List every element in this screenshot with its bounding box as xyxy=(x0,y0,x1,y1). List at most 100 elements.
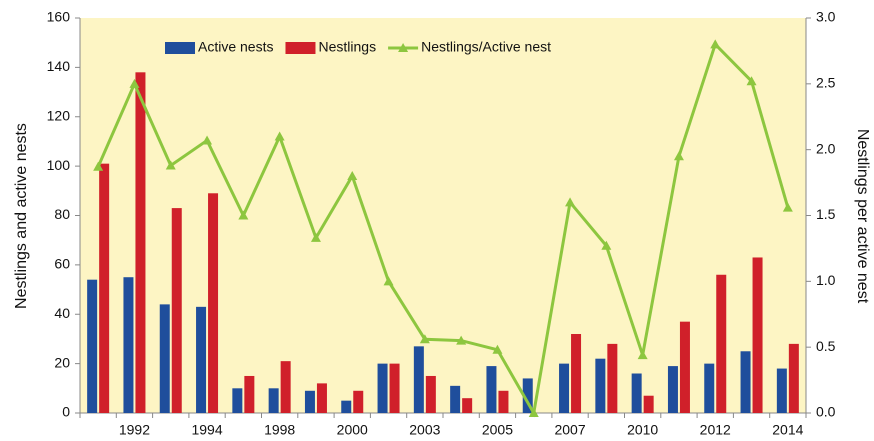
bar xyxy=(752,257,763,413)
x-tick-label: 1998 xyxy=(264,422,295,438)
line-marker xyxy=(528,408,539,417)
line-marker xyxy=(274,131,285,141)
y-tick-label: 160 xyxy=(47,9,71,25)
bar xyxy=(316,383,327,413)
bar xyxy=(159,304,170,413)
x-tick-label: 2012 xyxy=(700,422,731,438)
bar xyxy=(87,279,98,413)
legend-item: Active nests xyxy=(165,39,273,55)
bar xyxy=(498,390,509,413)
bar xyxy=(389,363,400,413)
bar xyxy=(716,274,727,413)
line-marker xyxy=(202,135,213,145)
y-tick-label: 0 xyxy=(62,404,70,420)
line-marker xyxy=(456,335,467,345)
bar xyxy=(268,388,279,413)
line-marker xyxy=(129,78,140,88)
bar xyxy=(522,378,533,413)
bar xyxy=(353,390,364,413)
y2-tick-label: 1.5 xyxy=(816,206,836,222)
bar xyxy=(123,277,134,413)
bar xyxy=(450,385,461,413)
bar xyxy=(631,373,642,413)
bar xyxy=(99,163,110,413)
bar xyxy=(280,361,291,413)
line-marker xyxy=(383,276,394,286)
x-tick-label: 2000 xyxy=(337,422,368,438)
y-tick-label: 40 xyxy=(54,305,70,321)
bar xyxy=(304,390,315,413)
bar xyxy=(704,363,715,413)
line-marker xyxy=(782,202,793,212)
bar xyxy=(679,321,690,413)
bar xyxy=(232,388,243,413)
line xyxy=(96,41,790,418)
bar xyxy=(135,72,146,413)
bar xyxy=(341,400,352,413)
bar xyxy=(595,358,606,413)
bar xyxy=(559,363,570,413)
line-marker xyxy=(565,197,576,207)
y2-tick-label: 0.5 xyxy=(816,338,836,354)
bar xyxy=(171,208,182,413)
x-tick-label: 2003 xyxy=(409,422,440,438)
x-tick-label: 1994 xyxy=(191,422,222,438)
bar xyxy=(425,375,436,413)
legend-label: Active nests xyxy=(198,39,273,55)
line-marker xyxy=(238,210,249,220)
y-tick-label: 140 xyxy=(47,58,71,74)
y-axis-title: Nestlings and active nests xyxy=(13,123,30,309)
bar xyxy=(413,346,424,413)
plot-area xyxy=(80,18,806,413)
line-marker xyxy=(746,76,757,86)
line-marker xyxy=(492,344,503,354)
bar xyxy=(244,375,255,413)
bar xyxy=(462,398,473,413)
legend-marker xyxy=(398,43,409,52)
line-marker xyxy=(710,39,721,49)
bar xyxy=(643,395,654,413)
bar xyxy=(607,343,618,413)
y2-tick-label: 3.0 xyxy=(816,9,836,25)
y2-tick-label: 1.0 xyxy=(816,272,836,288)
y2-tick-label: 0.0 xyxy=(816,404,836,420)
x-tick-label: 1992 xyxy=(119,422,150,438)
legend-swatch xyxy=(285,42,316,54)
y2-tick-label: 2.5 xyxy=(816,75,836,91)
y-tick-label: 20 xyxy=(54,354,70,370)
line-marker xyxy=(601,240,612,250)
bar xyxy=(667,366,678,413)
bar xyxy=(788,343,799,413)
bar xyxy=(571,334,582,413)
y2-axis-title: Nestlings per active nest xyxy=(854,129,871,304)
x-tick-label: 2007 xyxy=(554,422,585,438)
line-marker xyxy=(165,160,176,170)
line-marker xyxy=(637,350,648,360)
legend-swatch xyxy=(165,42,195,54)
legend-item: Nestlings xyxy=(285,39,376,55)
x-tick-label: 2010 xyxy=(627,422,658,438)
x-tick-label: 2014 xyxy=(772,422,803,438)
bar xyxy=(776,368,787,413)
y-tick-label: 120 xyxy=(47,107,71,123)
line-marker xyxy=(93,161,104,171)
y-tick-label: 80 xyxy=(54,206,70,222)
line-marker xyxy=(673,151,684,161)
legend-label: Nestlings xyxy=(318,39,376,55)
line-marker xyxy=(310,232,321,242)
bar xyxy=(486,366,497,413)
y-tick-label: 60 xyxy=(54,256,70,272)
x-tick-label: 2005 xyxy=(482,422,513,438)
y-tick-label: 100 xyxy=(47,157,71,173)
line-marker xyxy=(419,334,430,344)
y2-tick-label: 2.0 xyxy=(816,140,836,156)
legend-item: Nestlings/Active nest xyxy=(388,39,551,55)
line-marker xyxy=(347,171,358,180)
bar xyxy=(208,193,219,413)
bar xyxy=(196,306,207,413)
legend-label: Nestlings/Active nest xyxy=(421,39,551,55)
bar xyxy=(377,363,388,413)
bar xyxy=(740,351,751,413)
